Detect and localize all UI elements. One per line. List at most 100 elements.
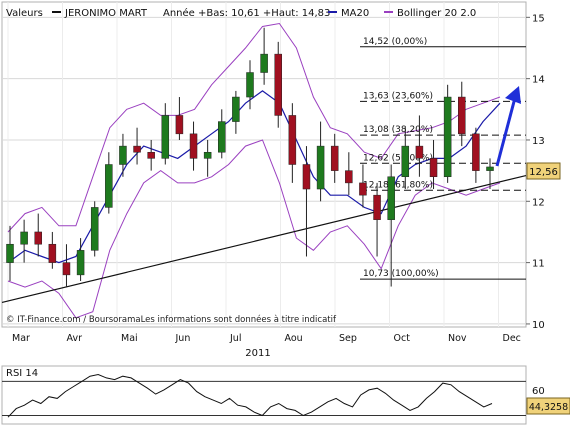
candle [161, 103, 170, 165]
candle-body [6, 243, 14, 263]
candle-body [218, 121, 226, 153]
price-tick-label: 11 [532, 259, 545, 270]
fibonacci-levels: 14,52 (0,00%) 13,63 (23,60%) 13,08 (38,20%… [360, 37, 526, 280]
price-tick-label: 14 [532, 75, 545, 86]
candle-body [62, 262, 71, 276]
candle [387, 164, 395, 287]
candle [373, 182, 381, 257]
candle [274, 41, 282, 128]
candle [133, 127, 141, 165]
candle [189, 121, 198, 171]
candle [34, 213, 42, 257]
stock-name: JERONIMO MART [64, 8, 148, 19]
candle [203, 139, 212, 177]
price-tick-label: 12 [532, 197, 545, 208]
support-trendline [1, 174, 527, 304]
label-valeurs: Valeurs [6, 8, 43, 19]
candle-body [161, 115, 170, 159]
price-axis: 10 11 12 13 14 15 [526, 13, 545, 331]
candle [20, 219, 28, 263]
candle [415, 115, 424, 177]
candle-body [330, 145, 339, 171]
candle-body [203, 151, 212, 159]
month-tick-label: Jun [175, 333, 191, 344]
month-tick-label: Mai [121, 333, 138, 344]
price-tick-label: 10 [532, 320, 545, 331]
candles [6, 27, 494, 288]
month-tick-label: Avr [67, 333, 83, 344]
month-tick-label: Jul [229, 333, 241, 344]
candle [6, 225, 14, 282]
fib-level-label: 13,63 (23,60%) [363, 91, 433, 101]
trend-arrow [495, 86, 521, 167]
price-tick-label: 13 [532, 136, 545, 147]
candle [246, 60, 254, 110]
candle [147, 139, 155, 171]
candle-body [443, 96, 452, 178]
candle-body [401, 145, 410, 178]
candle-body [147, 151, 155, 159]
bollinger-line [7, 22, 501, 233]
candle-body [345, 170, 353, 184]
candle [119, 133, 127, 177]
candle [232, 90, 240, 134]
candle [260, 27, 268, 85]
candle [90, 201, 99, 257]
bollinger-legend-swatch [384, 11, 393, 13]
candle-body [316, 145, 325, 190]
rsi-title: RSI 14 [6, 368, 38, 379]
candle-body [105, 164, 113, 208]
candle-body [274, 53, 282, 116]
candle-body [175, 115, 184, 135]
footer-credit: © IT-Finance.com / BoursoramaLes informa… [6, 314, 337, 325]
candle [105, 152, 113, 214]
candle-body [48, 243, 57, 263]
month-axis: Mar Avr Mai Jun Jul Aou Sep Oct Nov Dec [12, 333, 521, 344]
bollinger-legend-label: Bollinger 20 2.0 [397, 8, 476, 19]
candle [330, 133, 339, 183]
candle-body [359, 182, 367, 196]
price-tick-label: 15 [532, 13, 545, 24]
gridlines [2, 2, 526, 327]
candle-body [246, 72, 254, 98]
candle [48, 231, 57, 269]
candle-body [189, 133, 198, 159]
candle-body [458, 96, 466, 135]
candle [218, 109, 226, 159]
candle [486, 158, 494, 190]
candle [302, 146, 311, 257]
candle-body [133, 145, 141, 153]
candle-body [472, 133, 480, 171]
ma20-legend-label: MA20 [341, 8, 369, 19]
month-tick-label: Sep [339, 333, 357, 344]
fib-level-label: 12,62 (50,00%) [363, 153, 433, 163]
month-tick-label: Dec [503, 333, 521, 344]
fib-level-label: 10,73 (100,00%) [363, 269, 439, 279]
candle [443, 84, 452, 183]
rsi-last-value: 44,3258 [529, 402, 568, 413]
year-label: 2011 [245, 348, 270, 359]
candle [175, 97, 184, 140]
year-range-info: Année +Bas: 10,61 +Haut: 14,83 [163, 7, 330, 19]
fib-level-label: 14,52 (0,00%) [363, 37, 427, 47]
fib-level-label: 12,18 (61,80%) [363, 180, 433, 190]
rsi-line [7, 373, 493, 418]
fib-level-label: 13,08 (38,20%) [363, 125, 433, 135]
candle [458, 81, 466, 147]
candle-body [429, 158, 438, 178]
candle [429, 139, 438, 190]
candle-body [486, 166, 494, 171]
candle [76, 238, 85, 282]
candle-body [373, 194, 381, 220]
bollinger-line [7, 139, 501, 319]
candle-body [232, 96, 240, 122]
candle [401, 127, 410, 190]
candle-body [34, 231, 42, 245]
rsi-series: 60 [2, 373, 545, 418]
last-price-badge [526, 162, 561, 180]
candle [62, 244, 71, 288]
candle-body [20, 231, 28, 245]
ma20-legend-swatch [328, 11, 337, 13]
